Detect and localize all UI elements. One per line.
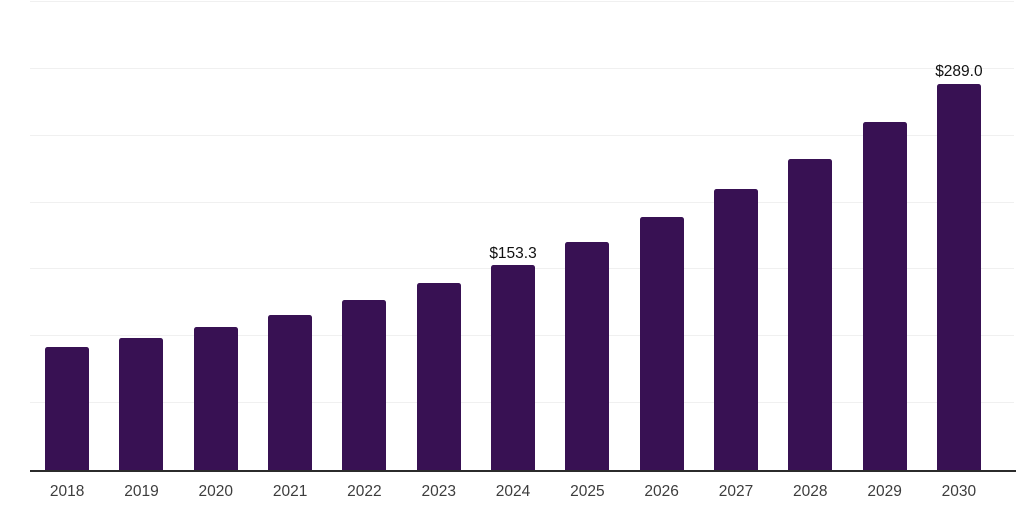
bar <box>416 282 461 470</box>
bar-cell <box>104 2 178 470</box>
bar-cell <box>253 2 327 470</box>
x-tick-label: 2023 <box>421 483 456 500</box>
bar <box>45 347 90 470</box>
gridline <box>30 134 1014 136</box>
x-tick-label: 2021 <box>272 483 308 500</box>
bar-cell <box>179 2 253 470</box>
x-tick-label: 2019 <box>124 483 159 500</box>
x-tick-label: 2027 <box>718 483 754 500</box>
gridline <box>30 1 1014 2</box>
x-tick-label: 2028 <box>793 483 828 500</box>
bar <box>565 242 610 470</box>
bar-value-label: $153.3 <box>489 244 537 262</box>
bar-cell <box>625 2 699 470</box>
x-tick-label: 2026 <box>644 483 679 500</box>
bar-cell <box>30 2 104 470</box>
bar-cell: $153.3 <box>476 2 550 470</box>
x-axis-line <box>30 470 1016 472</box>
bar <box>936 83 981 470</box>
gridline <box>30 201 1014 203</box>
bar-cell <box>402 2 476 470</box>
bar <box>491 265 536 470</box>
bar-cell <box>699 2 773 470</box>
bar <box>193 327 238 470</box>
bar <box>342 299 387 470</box>
x-tick-label: 2024 <box>495 483 531 500</box>
bar-cell <box>550 2 624 470</box>
gridline <box>30 67 1014 69</box>
x-tick-label: 2020 <box>198 483 234 500</box>
bar <box>713 189 758 470</box>
bar <box>639 217 684 470</box>
x-tick-label: 2018 <box>49 483 85 500</box>
x-tick-label: 2022 <box>347 483 382 500</box>
x-tick-label: 2029 <box>867 483 902 500</box>
bar <box>862 122 907 470</box>
bar <box>119 338 164 470</box>
x-tick-label: 2025 <box>570 483 605 500</box>
plot-area: $153.3 $289.0 <box>30 1 1016 472</box>
x-tick-label: 2030 <box>941 483 977 500</box>
bar <box>268 314 313 470</box>
bar <box>788 159 833 470</box>
x-axis-tick-labels: 2018 2019 2020 2021 2022 2023 2024 2025 2026 2027… <box>30 482 996 502</box>
bar-cell: $289.0 <box>922 2 996 470</box>
bar-value-label: $289.0 <box>935 63 983 81</box>
bar-cell <box>327 2 401 470</box>
bar-cell <box>847 2 921 470</box>
bar-cell <box>773 2 847 470</box>
bars-group: $153.3 $289.0 <box>30 2 996 470</box>
